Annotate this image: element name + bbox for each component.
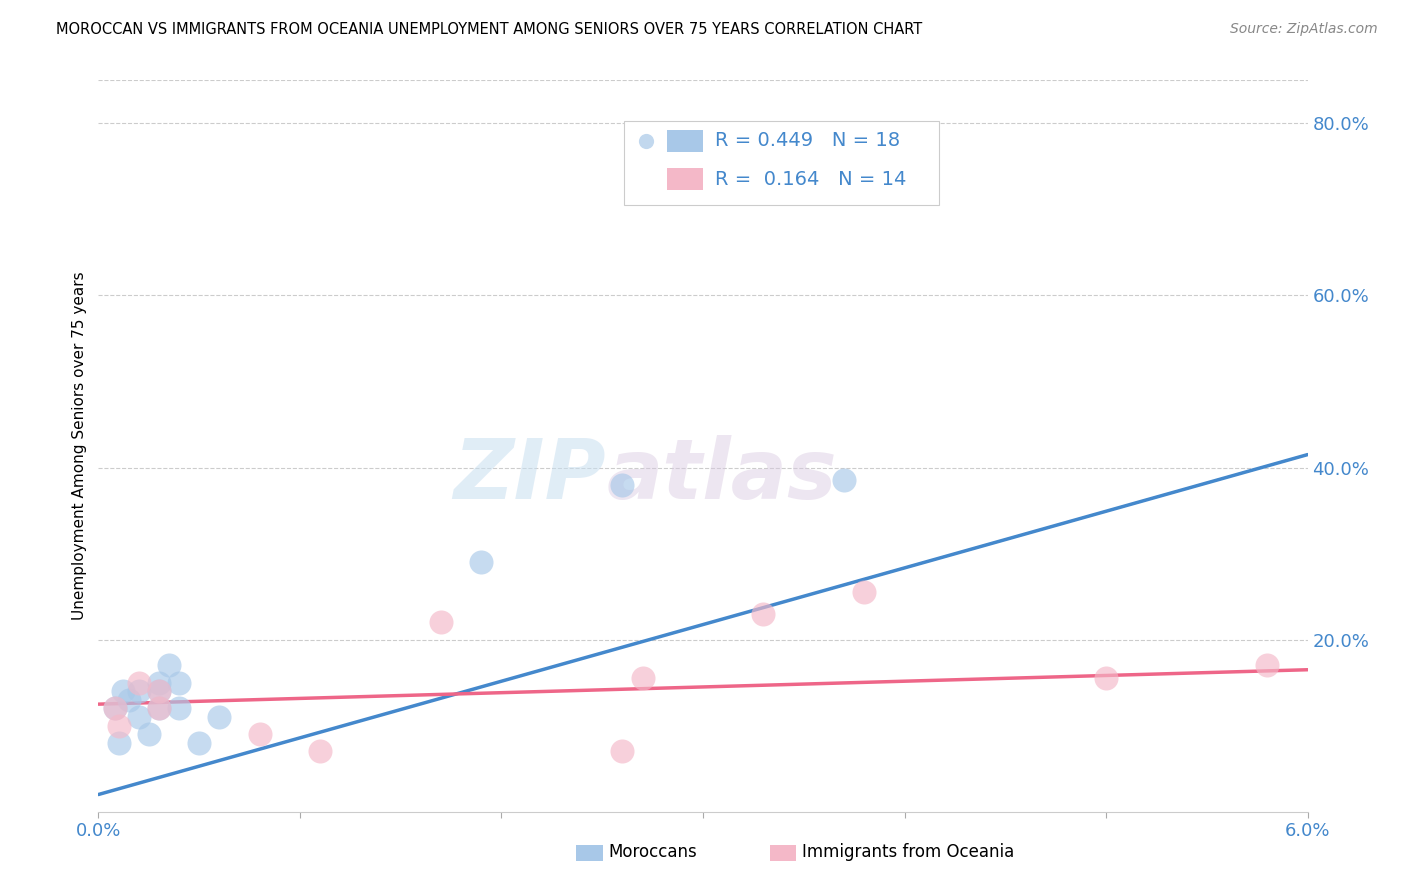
Text: atlas: atlas — [606, 434, 837, 516]
Point — [128, 710, 150, 724]
Bar — [769, 846, 796, 862]
Point — [138, 727, 160, 741]
Point — [853, 585, 876, 599]
Point — [167, 701, 190, 715]
Point — [148, 701, 170, 715]
Point — [188, 736, 211, 750]
Point — [128, 684, 150, 698]
Point — [612, 744, 634, 758]
Point — [148, 684, 170, 698]
FancyBboxPatch shape — [624, 120, 939, 204]
Text: Moroccans: Moroccans — [609, 843, 697, 861]
Point — [1095, 671, 1118, 685]
Point — [103, 701, 125, 715]
Point — [752, 607, 775, 621]
Point — [128, 675, 150, 690]
Point — [631, 671, 654, 685]
Text: R =  0.164   N = 14: R = 0.164 N = 14 — [716, 169, 907, 188]
Bar — [666, 130, 703, 152]
Point — [107, 719, 129, 733]
Text: Source: ZipAtlas.com: Source: ZipAtlas.com — [1230, 22, 1378, 37]
Bar — [576, 846, 603, 862]
Point — [148, 684, 170, 698]
Point — [612, 477, 634, 491]
Point — [167, 675, 190, 690]
Point — [208, 710, 231, 724]
Text: MOROCCAN VS IMMIGRANTS FROM OCEANIA UNEMPLOYMENT AMONG SENIORS OVER 75 YEARS COR: MOROCCAN VS IMMIGRANTS FROM OCEANIA UNEM… — [56, 22, 922, 37]
Text: R = 0.449   N = 18: R = 0.449 N = 18 — [716, 131, 900, 151]
Point — [832, 474, 855, 488]
Point — [148, 701, 170, 715]
Point — [103, 701, 125, 715]
Point — [1256, 658, 1278, 673]
Point — [107, 736, 129, 750]
Point — [148, 675, 170, 690]
Bar — [666, 168, 703, 190]
Point — [309, 744, 332, 758]
Text: Immigrants from Oceania: Immigrants from Oceania — [803, 843, 1014, 861]
Point — [470, 555, 492, 569]
Point — [111, 684, 134, 698]
Point — [249, 727, 271, 741]
Point — [118, 693, 141, 707]
Y-axis label: Unemployment Among Seniors over 75 years: Unemployment Among Seniors over 75 years — [72, 272, 87, 620]
Text: ZIP: ZIP — [454, 434, 606, 516]
Point — [430, 615, 453, 630]
Point — [157, 658, 180, 673]
